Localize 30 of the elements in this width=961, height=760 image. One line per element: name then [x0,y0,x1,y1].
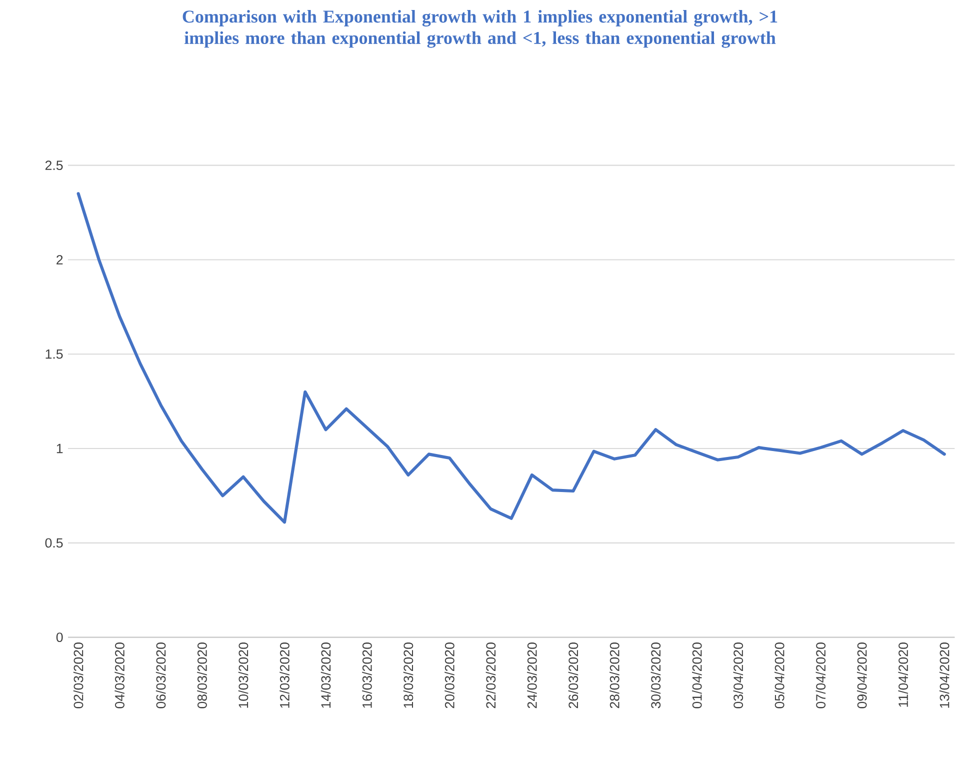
y-tick-label: 0.5 [45,538,63,548]
x-tick-label: 08/03/2020 [197,642,207,708]
x-tick-label: 07/04/2020 [816,642,826,708]
x-tick-label: 24/03/2020 [527,642,537,708]
x-tick-label: 14/03/2020 [320,642,331,708]
x-tick-label: 12/03/2020 [280,642,290,708]
x-tick-label: 28/03/2020 [610,642,620,708]
y-tick-label: 2 [56,255,63,264]
x-tick-label: 04/03/2020 [114,642,124,708]
x-tick-label: 06/03/2020 [156,642,166,708]
x-tick-label: 16/03/2020 [362,642,372,708]
x-tick-label: 26/03/2020 [568,642,578,708]
y-tick-label: 1 [56,444,63,454]
line-series [76,192,946,524]
x-tick-label: 20/03/2020 [444,642,454,708]
x-tick-label: 22/03/2020 [486,642,496,708]
x-tick-label: 30/03/2020 [650,642,661,708]
x-tick-label: 11/04/2020 [898,642,908,707]
y-tick-label: 0 [56,632,63,642]
x-tick-label: 01/04/2020 [692,642,702,708]
x-tick-label: 09/04/2020 [856,642,867,708]
x-tick-label: 02/03/2020 [73,642,84,708]
x-tick-label: 10/03/2020 [238,642,248,708]
x-tick-label: 05/04/2020 [774,642,784,708]
x-tick-label: 03/04/2020 [733,642,744,708]
y-tick-label: 1.5 [46,349,63,359]
chart-title: Comparison with Exponential growth with 1 implies exponential growth, >1 implies more than exponential growth and <1, less than exponential growth [182,10,778,48]
x-tick-label: 18/03/2020 [403,642,414,708]
x-tick-label: 13/04/2020 [939,642,950,708]
y-tick-label: 2.5 [45,160,63,170]
